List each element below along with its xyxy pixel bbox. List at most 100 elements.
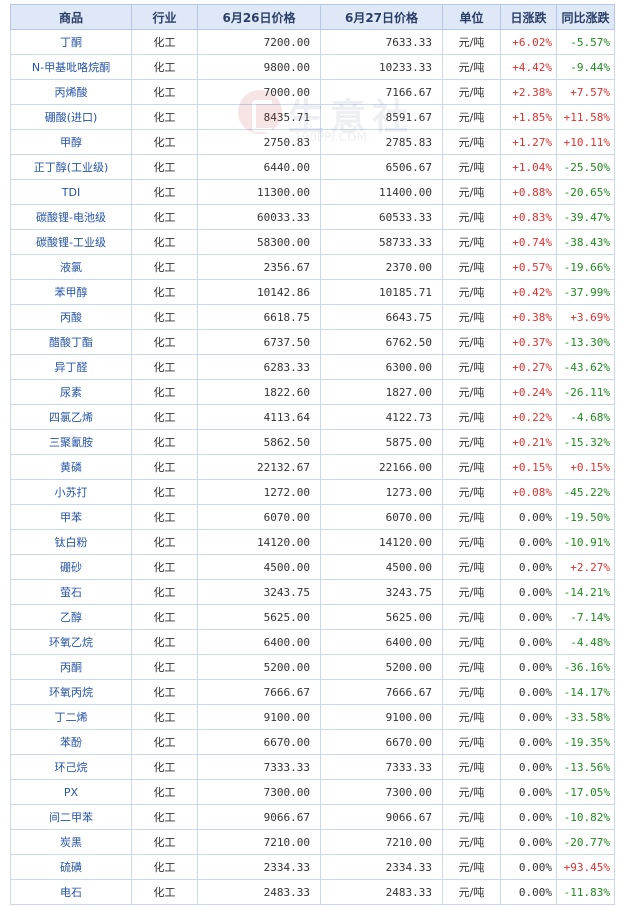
table-row: 甲苯 化工 6070.00 6070.00 元/吨 0.00% -19.50%	[10, 504, 615, 530]
product-name-link[interactable]: 丙酸	[10, 304, 132, 330]
product-name-link[interactable]: 钛白粉	[10, 529, 132, 555]
unit-cell: 元/吨	[442, 29, 501, 55]
product-name-link[interactable]: 丙烯酸	[10, 79, 132, 105]
product-name-link[interactable]: 电石	[10, 879, 132, 905]
product-name-link[interactable]: 醋酸丁酯	[10, 329, 132, 355]
product-name-link[interactable]: TDI	[10, 179, 132, 205]
price-day1-cell: 6737.50	[197, 329, 321, 355]
product-name-link[interactable]: 环己烷	[10, 754, 132, 780]
header-unit[interactable]: 单位	[442, 4, 501, 30]
price-day1-cell: 22132.67	[197, 454, 321, 480]
table-row: 间二甲苯 化工 9066.67 9066.67 元/吨 0.00% -10.82%	[10, 804, 615, 830]
unit-cell: 元/吨	[442, 554, 501, 580]
product-name-link[interactable]: 乙醇	[10, 604, 132, 630]
product-name-link[interactable]: 间二甲苯	[10, 804, 132, 830]
product-name-link[interactable]: PX	[10, 779, 132, 805]
product-name-link[interactable]: 碳酸锂-工业级	[10, 229, 132, 255]
product-name-link[interactable]: 丁二烯	[10, 704, 132, 730]
unit-cell: 元/吨	[442, 654, 501, 680]
unit-cell: 元/吨	[442, 479, 501, 505]
table-row: 硼砂 化工 4500.00 4500.00 元/吨 0.00% +2.27%	[10, 554, 615, 580]
industry-cell: 化工	[131, 754, 198, 780]
day-change-cell: +0.21%	[500, 429, 557, 455]
product-name-link[interactable]: 苯酚	[10, 729, 132, 755]
price-day1-cell: 6440.00	[197, 154, 321, 180]
yoy-change-cell: +3.69%	[556, 304, 615, 330]
product-name-link[interactable]: 炭黑	[10, 829, 132, 855]
table-row: 碳酸锂-工业级 化工 58300.00 58733.33 元/吨 +0.74% -38.43…	[10, 229, 615, 255]
product-name-link[interactable]: 环氧乙烷	[10, 629, 132, 655]
product-name-link[interactable]: 三聚氰胺	[10, 429, 132, 455]
table-header-row: 商品 行业 6月26日价格 6月27日价格 单位 日涨跌 同比涨跌	[10, 4, 615, 30]
product-name-link[interactable]: 小苏打	[10, 479, 132, 505]
industry-cell: 化工	[131, 704, 198, 730]
header-yoy-change[interactable]: 同比涨跌	[556, 4, 615, 30]
product-name-link[interactable]: 碳酸锂-电池级	[10, 204, 132, 230]
product-name-link[interactable]: N-甲基吡咯烷酮	[10, 54, 132, 80]
product-name-link[interactable]: 正丁醇(工业级)	[10, 154, 132, 180]
product-name-link[interactable]: 甲醇	[10, 129, 132, 155]
industry-cell: 化工	[131, 129, 198, 155]
product-name-link[interactable]: 苯甲醇	[10, 279, 132, 305]
price-day1-cell: 9100.00	[197, 704, 321, 730]
product-name-link[interactable]: 异丁醛	[10, 354, 132, 380]
price-day2-cell: 2370.00	[320, 254, 443, 280]
header-price-day1[interactable]: 6月26日价格	[197, 4, 321, 30]
product-name-link[interactable]: 液氯	[10, 254, 132, 280]
price-day2-cell: 4500.00	[320, 554, 443, 580]
day-change-cell: +0.27%	[500, 354, 557, 380]
product-name-link[interactable]: 硼酸(进口)	[10, 104, 132, 130]
price-day2-cell: 14120.00	[320, 529, 443, 555]
yoy-change-cell: -37.99%	[556, 279, 615, 305]
product-name-link[interactable]: 硫磺	[10, 854, 132, 880]
price-day1-cell: 4500.00	[197, 554, 321, 580]
product-name-link[interactable]: 萤石	[10, 579, 132, 605]
price-day1-cell: 8435.71	[197, 104, 321, 130]
product-name-link[interactable]: 甲苯	[10, 504, 132, 530]
price-day2-cell: 9066.67	[320, 804, 443, 830]
price-day2-cell: 7210.00	[320, 829, 443, 855]
industry-cell: 化工	[131, 729, 198, 755]
product-name-link[interactable]: 黄磷	[10, 454, 132, 480]
product-name-link[interactable]: 尿素	[10, 379, 132, 405]
unit-cell: 元/吨	[442, 304, 501, 330]
price-day2-cell: 7300.00	[320, 779, 443, 805]
unit-cell: 元/吨	[442, 354, 501, 380]
unit-cell: 元/吨	[442, 829, 501, 855]
price-day1-cell: 11300.00	[197, 179, 321, 205]
price-day2-cell: 2785.83	[320, 129, 443, 155]
day-change-cell: 0.00%	[500, 579, 557, 605]
unit-cell: 元/吨	[442, 329, 501, 355]
product-name-link[interactable]: 环氧丙烷	[10, 679, 132, 705]
day-change-cell: 0.00%	[500, 854, 557, 880]
day-change-cell: +0.37%	[500, 329, 557, 355]
unit-cell: 元/吨	[442, 754, 501, 780]
price-day2-cell: 3243.75	[320, 579, 443, 605]
table-row: 苯酚 化工 6670.00 6670.00 元/吨 0.00% -19.35%	[10, 729, 615, 755]
product-name-link[interactable]: 丙酮	[10, 654, 132, 680]
price-day2-cell: 11400.00	[320, 179, 443, 205]
industry-cell: 化工	[131, 204, 198, 230]
header-day-change[interactable]: 日涨跌	[500, 4, 557, 30]
product-name-link[interactable]: 丁酮	[10, 29, 132, 55]
unit-cell: 元/吨	[442, 504, 501, 530]
yoy-change-cell: -5.57%	[556, 29, 615, 55]
day-change-cell: +1.85%	[500, 104, 557, 130]
header-price-day2[interactable]: 6月27日价格	[320, 4, 443, 30]
product-name-link[interactable]: 硼砂	[10, 554, 132, 580]
price-day2-cell: 6300.00	[320, 354, 443, 380]
header-product[interactable]: 商品	[10, 4, 132, 30]
price-day2-cell: 1827.00	[320, 379, 443, 405]
industry-cell: 化工	[131, 429, 198, 455]
table-row: 液氯 化工 2356.67 2370.00 元/吨 +0.57% -19.66%	[10, 254, 615, 280]
table-row: 丙酮 化工 5200.00 5200.00 元/吨 0.00% -36.16%	[10, 654, 615, 680]
header-industry[interactable]: 行业	[131, 4, 198, 30]
table-row: N-甲基吡咯烷酮 化工 9800.00 10233.33 元/吨 +4.42% -9.44%	[10, 54, 615, 80]
yoy-change-cell: -14.21%	[556, 579, 615, 605]
table-row: 四氯乙烯 化工 4113.64 4122.73 元/吨 +0.22% -4.68%	[10, 404, 615, 430]
yoy-change-cell: -14.17%	[556, 679, 615, 705]
price-day1-cell: 14120.00	[197, 529, 321, 555]
yoy-change-cell: -7.14%	[556, 604, 615, 630]
product-name-link[interactable]: 四氯乙烯	[10, 404, 132, 430]
unit-cell: 元/吨	[442, 254, 501, 280]
